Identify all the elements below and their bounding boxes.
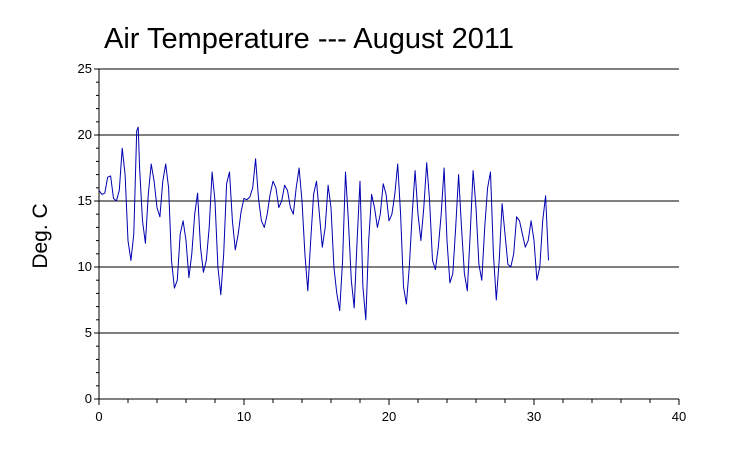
x-tick-label-4: 40	[672, 409, 686, 424]
x-tick-label-3: 30	[527, 409, 541, 424]
y-tick-label-0: 0	[85, 391, 92, 406]
y-tick-label-5: 25	[78, 61, 92, 76]
y-tick-label-3: 15	[78, 193, 92, 208]
chart-title: Air Temperature --- August 2011	[104, 23, 514, 55]
series-layer	[98, 126, 549, 321]
x-tick-label-2: 20	[382, 409, 396, 424]
x-tick-label-0: 0	[95, 409, 102, 424]
y-tick-label-1: 5	[85, 325, 92, 340]
y-tick-label-2: 10	[78, 259, 92, 274]
series-line-0	[98, 126, 549, 321]
x-tick-label-1: 10	[237, 409, 251, 424]
y-tick-label-4: 20	[78, 127, 92, 142]
grid-lines	[99, 68, 679, 334]
axis-ticks: 0 5 10 15 20 25 0 10 20 30 40	[78, 61, 687, 424]
axes	[98, 69, 679, 400]
y-axis-label: Deg. C	[29, 203, 52, 268]
